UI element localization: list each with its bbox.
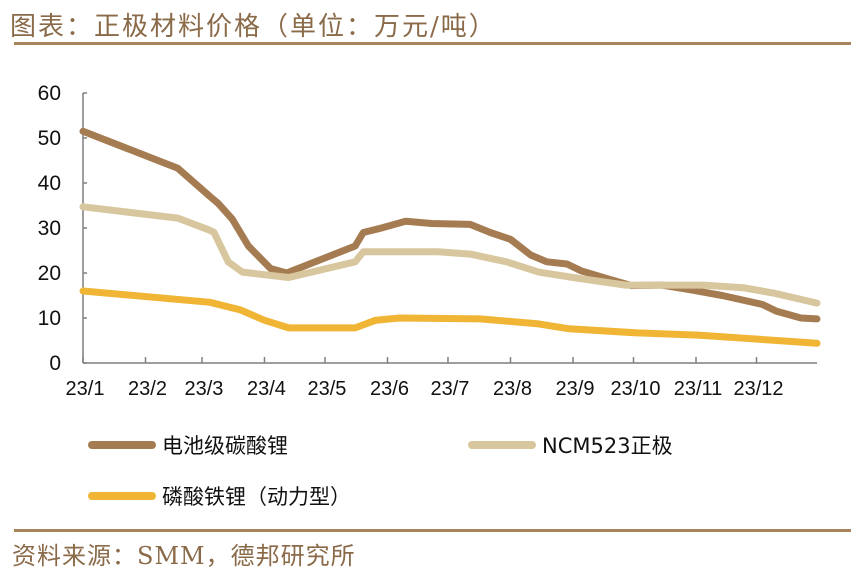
y-tick-label: 0 <box>49 352 61 375</box>
x-tick-label: 23/8 <box>493 378 532 400</box>
y-tick-label: 10 <box>38 307 61 330</box>
x-tick-label: 23/10 <box>610 378 660 400</box>
x-tick-label: 23/2 <box>128 378 167 400</box>
series-line-lfp <box>79 287 821 347</box>
x-tick-label: 23/11 <box>674 378 723 400</box>
legend-label: NCM523正极 <box>542 434 673 458</box>
legend-swatch <box>468 441 536 449</box>
line-chart: 0 10 20 30 40 50 60 23/1 23/2 23/3 23/4 23/5 23/6 23/… <box>38 82 821 400</box>
y-tick-label: 50 <box>38 127 61 150</box>
x-tick-label: 23/12 <box>733 378 783 400</box>
x-tick-label: 23/7 <box>431 378 470 400</box>
y-tick-label: 20 <box>38 262 61 285</box>
legend-label: 电池级碳酸锂 <box>162 434 288 458</box>
series-line-ncm523 <box>79 203 821 307</box>
x-tick-label: 23/4 <box>247 378 286 400</box>
y-tick-label: 60 <box>38 82 61 105</box>
y-tick-label: 30 <box>38 217 61 240</box>
legend-item-ncm523: NCM523正极 <box>468 430 673 460</box>
x-tick-label: 23/1 <box>66 378 105 400</box>
legend-item-lfp: 磷酸铁锂（动力型） <box>88 481 351 511</box>
source-note: 资料来源：SMM，德邦研究所 <box>12 542 356 570</box>
x-tick-label: 23/9 <box>556 378 595 400</box>
legend-swatch <box>88 492 156 500</box>
x-tick-label: 23/3 <box>185 378 224 400</box>
x-tick-label: 23/6 <box>370 378 409 400</box>
title-rule <box>14 42 851 45</box>
source-rule <box>14 529 851 532</box>
series-line-lithium-carbonate <box>79 127 821 323</box>
x-tick-label: 23/5 <box>308 378 347 400</box>
chart-title: 图表：正极材料价格（单位：万元/吨） <box>10 12 497 42</box>
legend-label: 磷酸铁锂（动力型） <box>162 485 351 509</box>
legend-swatch <box>88 441 156 449</box>
legend-item-lithium-carbonate: 电池级碳酸锂 <box>88 430 288 460</box>
y-tick-label: 40 <box>38 172 61 195</box>
